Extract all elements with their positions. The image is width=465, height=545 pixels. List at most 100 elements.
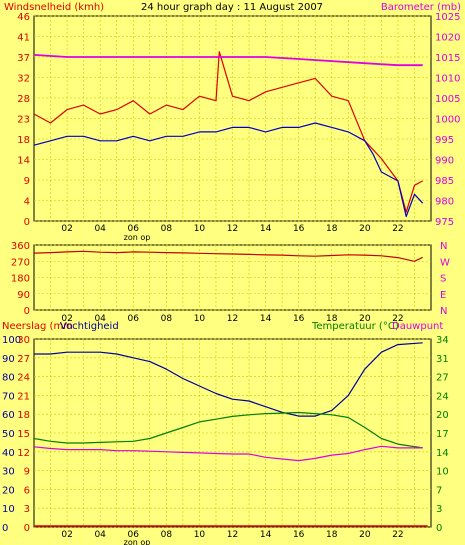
wind-x-tick-label: 18 — [326, 224, 338, 234]
humidity-axis-tick: 60 — [2, 410, 15, 421]
temperature-axis-tick: 17 — [436, 429, 449, 440]
wind-axis-tick: 32 — [17, 74, 30, 85]
temperature-axis-tick: 27 — [436, 373, 449, 384]
wind-x-tick-label: 14 — [260, 224, 272, 234]
direction-x-tick-label: 06 — [128, 314, 140, 324]
wind-axis-tick: 23 — [17, 115, 30, 126]
humidity-x-tick-label: 20 — [359, 530, 371, 540]
direction-axis-tick: 180 — [11, 274, 30, 285]
wind-axis-tick: 9 — [24, 176, 30, 187]
wind-axis-tick: 46 — [17, 12, 30, 23]
humidity-axis-tick: 50 — [2, 429, 15, 440]
direction-x-tick-label: 10 — [194, 314, 206, 324]
barometer-axis-tick: 1015 — [435, 53, 460, 64]
compass-axis-tick: W — [440, 257, 450, 268]
wind-axis-tick: 28 — [17, 94, 30, 105]
temperature-axis-tick: 34 — [436, 335, 449, 346]
temperature-axis-tick: 20 — [436, 410, 449, 421]
humidity-x-tick-label: 16 — [293, 530, 305, 540]
temperature-axis-tick: 24 — [436, 391, 449, 402]
barometer-axis-tick: 1020 — [435, 33, 460, 44]
barometer-axis-label: Barometer (mb) — [381, 2, 461, 13]
compass-axis-tick: S — [440, 274, 446, 285]
humidity-x-tick-label: 04 — [94, 530, 106, 540]
chart-title: 24 hour graph day : 11 August 2007 — [141, 2, 323, 13]
wind-axis-tick: 41 — [17, 33, 30, 44]
wind-x-tick-label: 10 — [194, 224, 206, 234]
wind-direction-line — [33, 250, 423, 262]
barometer-axis-tick: 990 — [435, 156, 454, 167]
rain-axis-tick: 0 — [24, 523, 30, 534]
compass-axis-tick: N — [440, 241, 447, 252]
barometer-axis-tick: 1000 — [435, 115, 460, 126]
barometer-axis-tick: 995 — [435, 135, 454, 146]
barometer-axis-tick: 1025 — [435, 12, 460, 23]
humidity-axis-tick: 80 — [2, 373, 15, 384]
rain-axis-tick: 3 — [24, 504, 30, 515]
direction-x-tick-label: 20 — [359, 314, 371, 324]
wind-axis-tick: 18 — [17, 135, 30, 146]
dewpoint-axis-label: Dauwpunt — [392, 321, 443, 332]
humidity-axis-tick: 0 — [2, 523, 8, 534]
direction-axis-tick: 270 — [11, 257, 30, 268]
direction-x-tick-label: 22 — [392, 314, 403, 324]
humidity-x-tick-label: 22 — [392, 530, 403, 540]
rain-axis-tick: 21 — [17, 391, 30, 402]
humidity-x-tick-label: 02 — [61, 530, 72, 540]
humidity-x-tick-label: 10 — [194, 530, 206, 540]
temperature-axis-tick: 10 — [436, 467, 449, 478]
humidity-axis-tick: 70 — [2, 391, 15, 402]
rain-axis-tick: 24 — [17, 373, 30, 384]
compass-axis-tick: E — [440, 290, 446, 301]
rain-axis-tick: 27 — [17, 354, 30, 365]
barometer-axis-tick: 975 — [435, 217, 454, 228]
temperature-axis-tick: 7 — [436, 485, 442, 496]
humidity-x-tick-label: 08 — [161, 530, 173, 540]
barometer-line — [33, 54, 423, 67]
humidity-axis-tick: 100 — [2, 335, 21, 346]
humidity-axis-label: Vochtigheid — [60, 321, 119, 332]
wind-x-tick-label: 16 — [293, 224, 305, 234]
humidity-x-tick-label: 12 — [227, 530, 238, 540]
rain-axis-tick: 18 — [17, 410, 30, 421]
wind-axis-label: Windsnelheid (kmh) — [4, 2, 104, 13]
direction-x-tick-label: 18 — [326, 314, 338, 324]
humidity-axis-tick: 10 — [2, 504, 15, 515]
direction-axis-tick: 360 — [11, 241, 30, 252]
wind-x-tick-label: 06 — [128, 224, 140, 234]
rain-axis-tick: 15 — [17, 429, 30, 440]
temperature-axis-tick: 3 — [436, 504, 442, 515]
direction-x-tick-label: 08 — [161, 314, 173, 324]
compass-axis-tick: N — [440, 306, 447, 317]
rain-axis-tick: 9 — [24, 467, 30, 478]
wind-axis-tick: 4 — [24, 197, 30, 208]
wind-x-tick-label: 22 — [392, 224, 403, 234]
wind-gust-line — [33, 51, 423, 213]
humidity-x-tick-label: 14 — [260, 530, 272, 540]
humidity-axis-tick: 30 — [2, 467, 15, 478]
wind-x-tick-label: 20 — [359, 224, 371, 234]
barometer-axis-tick: 985 — [435, 176, 454, 187]
humidity-x-tick-label: 18 — [326, 530, 338, 540]
temperature-axis-tick: 31 — [436, 354, 449, 365]
wind-axis-tick: 37 — [17, 53, 30, 64]
rain-axis-tick: 6 — [24, 485, 30, 496]
rain-axis-tick: 12 — [17, 448, 30, 459]
sunrise-label: zon op — [124, 233, 151, 242]
wind-x-tick-label: 08 — [161, 224, 173, 234]
humidity-axis-tick: 90 — [2, 354, 15, 365]
rain-axis-label: Neerslag (mm — [2, 321, 73, 332]
temperature-axis-label: Temperatuur (°C) — [311, 321, 399, 332]
humidity-axis-tick: 20 — [2, 485, 15, 496]
panel-wind-frame — [33, 15, 432, 222]
wind-x-tick-label: 12 — [227, 224, 238, 234]
wind-avg-line — [33, 122, 424, 218]
humidity-axis-tick: 40 — [2, 448, 15, 459]
humidity-x-tick-label: 06 — [128, 530, 140, 540]
humidity-line — [34, 342, 423, 417]
direction-x-tick-label: 12 — [227, 314, 238, 324]
rain-axis-tick: 30 — [17, 335, 30, 346]
direction-x-tick-label: 02 — [61, 314, 72, 324]
